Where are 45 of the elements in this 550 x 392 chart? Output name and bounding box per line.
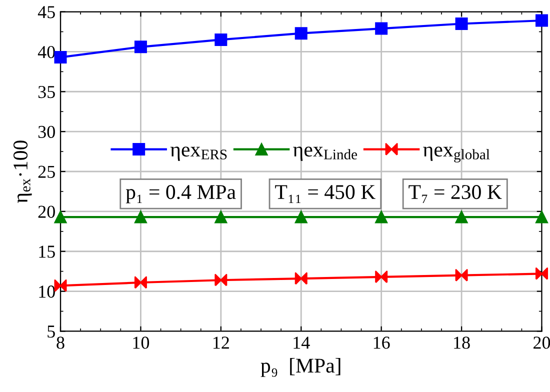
y-tick-label: 40 xyxy=(38,46,55,58)
point xyxy=(134,276,147,289)
point xyxy=(214,33,228,46)
x-tick-label: 20 xyxy=(534,336,550,349)
x-tick-label: 16 xyxy=(374,336,390,349)
point xyxy=(455,269,468,282)
point xyxy=(294,27,308,40)
x-tick-label: 14 xyxy=(294,336,310,349)
point xyxy=(455,210,468,224)
y-tick-label: 5 xyxy=(48,326,55,338)
annotation: T₁₁ = 450 K xyxy=(275,185,376,204)
y-tick-label: 30 xyxy=(38,126,55,138)
point xyxy=(294,210,308,224)
x-tick-label: 10 xyxy=(133,336,150,349)
y-tick-label: 45 xyxy=(38,6,55,18)
legend-label: ηex$_{Linde}$ xyxy=(293,146,358,161)
point xyxy=(536,210,548,224)
point xyxy=(54,210,67,224)
y-tick-label: 25 xyxy=(38,166,55,178)
legend-label: ηex$_{global}$ xyxy=(423,146,490,162)
y-axis-title: η$_{ex}$·100 xyxy=(13,140,32,203)
legend-label: ηex$_{ERS}$ xyxy=(170,146,227,161)
point xyxy=(294,272,308,285)
x-tick-label: 18 xyxy=(454,336,470,349)
point xyxy=(54,51,67,64)
point xyxy=(375,270,388,284)
y-tick-label: 10 xyxy=(39,286,55,298)
point xyxy=(54,279,67,292)
point xyxy=(536,267,548,280)
x-tick-label: 8 xyxy=(56,336,64,349)
point xyxy=(536,14,548,27)
annotation: T₇ = 230 K xyxy=(408,185,502,203)
x-tick-label: 12 xyxy=(213,336,229,349)
point xyxy=(375,210,388,224)
point xyxy=(214,274,228,286)
point xyxy=(375,22,388,35)
annotation: p₁ = 0.4 MPa xyxy=(126,185,236,204)
y-tick-label: 15 xyxy=(39,246,55,258)
point xyxy=(134,40,147,54)
point xyxy=(455,17,468,30)
y-tick-label: 20 xyxy=(38,206,55,218)
point xyxy=(134,210,147,224)
x-axis-title: p₉ [MPa] xyxy=(260,358,340,377)
point xyxy=(214,210,228,224)
y-tick-label: 35 xyxy=(38,86,55,98)
